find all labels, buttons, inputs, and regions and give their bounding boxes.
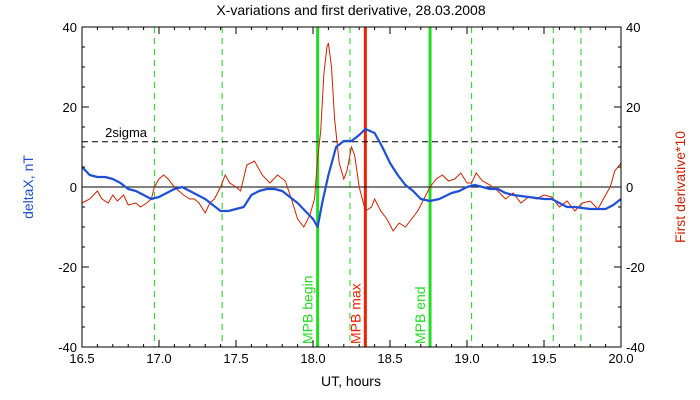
series-line-derivative [82,42,621,232]
y-axis-title-right: First derivative*10 [672,131,688,243]
y-tick-label-right: 0 [626,180,633,195]
x-tick-label: 17.5 [223,351,248,366]
reference-line-label: 2sigma [105,125,148,140]
x-tick-label: 20.0 [608,351,633,366]
y-tick-label-right: -20 [626,260,645,275]
y-tick-label-left: 20 [63,100,77,115]
x-tick-label: 19.0 [454,351,479,366]
x-tick-label: 17.0 [146,351,171,366]
y-axis-title-left: deltaX, nT [20,155,36,219]
marker-label-mpb-max: MPB max [347,283,363,344]
y-tick-label-left: -40 [58,340,77,355]
y-tick-label-right: 40 [626,20,640,35]
y-tick-label-left: 40 [63,20,77,35]
y-tick-label-right: 20 [626,100,640,115]
x-tick-label: 18.0 [300,351,325,366]
marker-label-mpb-begin: MPB begin [300,276,316,344]
x-axis-title: UT, hours [321,373,381,389]
series-line-deltax [82,127,621,229]
y-tick-label-left: 0 [70,180,77,195]
y-tick-label-left: -20 [58,260,77,275]
x-tick-label: 19.5 [531,351,556,366]
x-tick-label: 16.5 [69,351,94,366]
marker-label-mpb-end: MPB end [412,286,428,344]
x-tick-label: 18.5 [377,351,402,366]
chart-title: X-variations and first derivative, 28.03… [216,2,485,18]
y-tick-label-right: -40 [626,340,645,355]
